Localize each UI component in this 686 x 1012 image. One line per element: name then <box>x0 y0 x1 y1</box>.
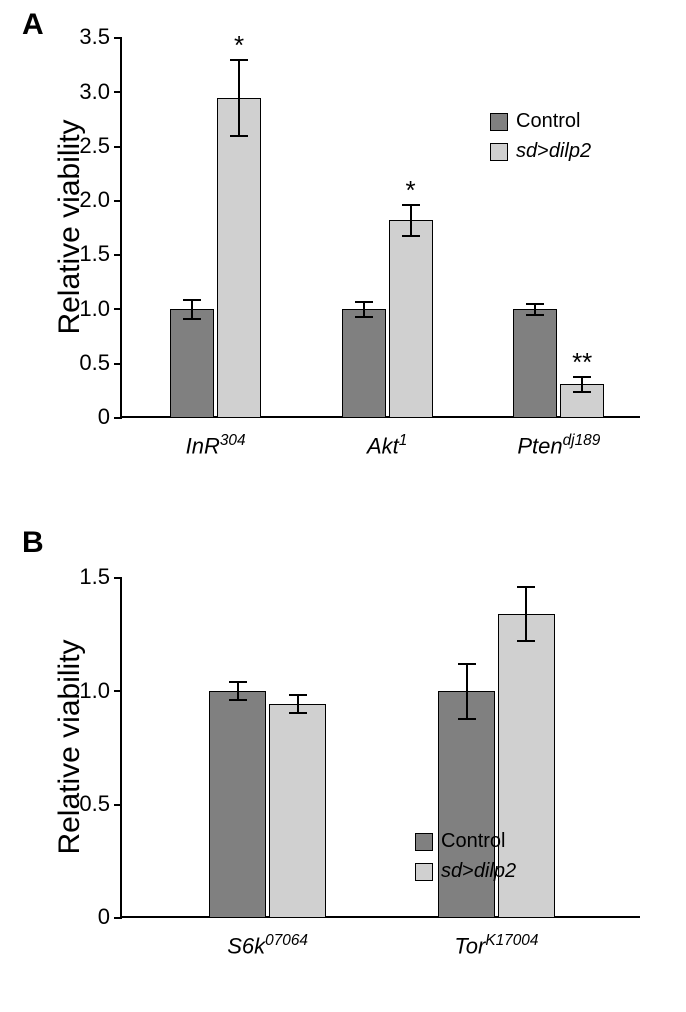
x-category-label: Ptendj189 <box>489 432 629 459</box>
errorbar-cap <box>458 718 476 720</box>
x-category-label: InR304 <box>146 432 286 459</box>
figure-root: A Relative viability 00.51.01.52.02.53.0… <box>0 0 686 1012</box>
y-tick-label: 3.0 <box>62 79 110 105</box>
y-tick-label: 0.5 <box>62 350 110 376</box>
y-tick <box>114 200 122 202</box>
errorbar-cap <box>230 135 248 137</box>
y-tick <box>114 146 122 148</box>
bar <box>269 704 326 918</box>
legend-swatch <box>415 863 433 881</box>
legend-swatch <box>490 143 508 161</box>
errorbar <box>238 60 240 136</box>
y-tick-label: 0.5 <box>62 791 110 817</box>
y-tick <box>114 417 122 419</box>
errorbar-cap <box>183 299 201 301</box>
panel-a-label: A <box>22 8 44 42</box>
errorbar <box>237 682 239 700</box>
y-tick <box>114 804 122 806</box>
y-tick <box>114 254 122 256</box>
bar <box>513 309 557 418</box>
errorbar-cap <box>289 712 307 714</box>
y-tick-label: 1.5 <box>62 241 110 267</box>
y-tick-label: 0 <box>62 404 110 430</box>
legend-text: sd>dilp2 <box>441 860 516 883</box>
errorbar <box>581 377 583 392</box>
errorbar <box>363 302 365 317</box>
legend-item: Control <box>490 110 580 133</box>
panel-b-label: B <box>22 526 44 560</box>
errorbar-cap <box>229 681 247 683</box>
x-category-label: S6k07064 <box>198 932 338 959</box>
y-tick-label: 2.0 <box>62 187 110 213</box>
bar <box>342 309 386 418</box>
y-tick <box>114 308 122 310</box>
significance-mark: * <box>386 175 436 206</box>
errorbar-cap <box>355 316 373 318</box>
errorbar-cap <box>229 699 247 701</box>
y-tick-label: 1.5 <box>62 564 110 590</box>
errorbar <box>525 587 527 641</box>
significance-mark: * <box>214 30 264 61</box>
x-category-label: Akt1 <box>317 432 457 459</box>
y-tick <box>114 91 122 93</box>
legend-item: sd>dilp2 <box>415 860 516 883</box>
legend-item: sd>dilp2 <box>490 140 591 163</box>
errorbar-cap <box>355 301 373 303</box>
errorbar-cap <box>183 318 201 320</box>
panel-a-legend: Control sd>dilp2 <box>490 110 670 170</box>
y-tick-label: 2.5 <box>62 133 110 159</box>
y-tick <box>114 37 122 39</box>
errorbar-cap <box>573 391 591 393</box>
significance-mark: ** <box>557 347 607 378</box>
errorbar-cap <box>526 303 544 305</box>
errorbar-cap <box>402 235 420 237</box>
errorbar-cap <box>517 586 535 588</box>
y-tick <box>114 690 122 692</box>
bar <box>389 220 433 418</box>
legend-swatch <box>415 833 433 851</box>
legend-text: Control <box>516 110 580 133</box>
errorbar <box>297 695 299 713</box>
bar <box>170 309 214 418</box>
legend-swatch <box>490 113 508 131</box>
bar <box>209 691 266 918</box>
errorbar-cap <box>458 663 476 665</box>
panel-b-ylabel: Relative viability <box>53 617 87 877</box>
panel-b-legend: Control sd>dilp2 <box>415 830 595 890</box>
errorbar <box>410 205 412 235</box>
y-tick-label: 1.0 <box>62 678 110 704</box>
y-tick <box>114 577 122 579</box>
errorbar-cap <box>517 640 535 642</box>
errorbar-cap <box>526 314 544 316</box>
y-tick <box>114 363 122 365</box>
x-category-label: TorK17004 <box>426 932 566 959</box>
y-tick-label: 3.5 <box>62 24 110 50</box>
y-tick-label: 1.0 <box>62 296 110 322</box>
legend-text: Control <box>441 830 505 853</box>
legend-text: sd>dilp2 <box>516 140 591 163</box>
y-tick <box>114 917 122 919</box>
errorbar <box>466 664 468 718</box>
legend-item: Control <box>415 830 505 853</box>
errorbar-cap <box>289 694 307 696</box>
panel-a-plot: 00.51.01.52.02.53.03.5InR304*Akt1*Ptendj… <box>120 38 640 418</box>
errorbar <box>191 300 193 320</box>
bar <box>217 98 261 418</box>
y-tick-label: 0 <box>62 904 110 930</box>
